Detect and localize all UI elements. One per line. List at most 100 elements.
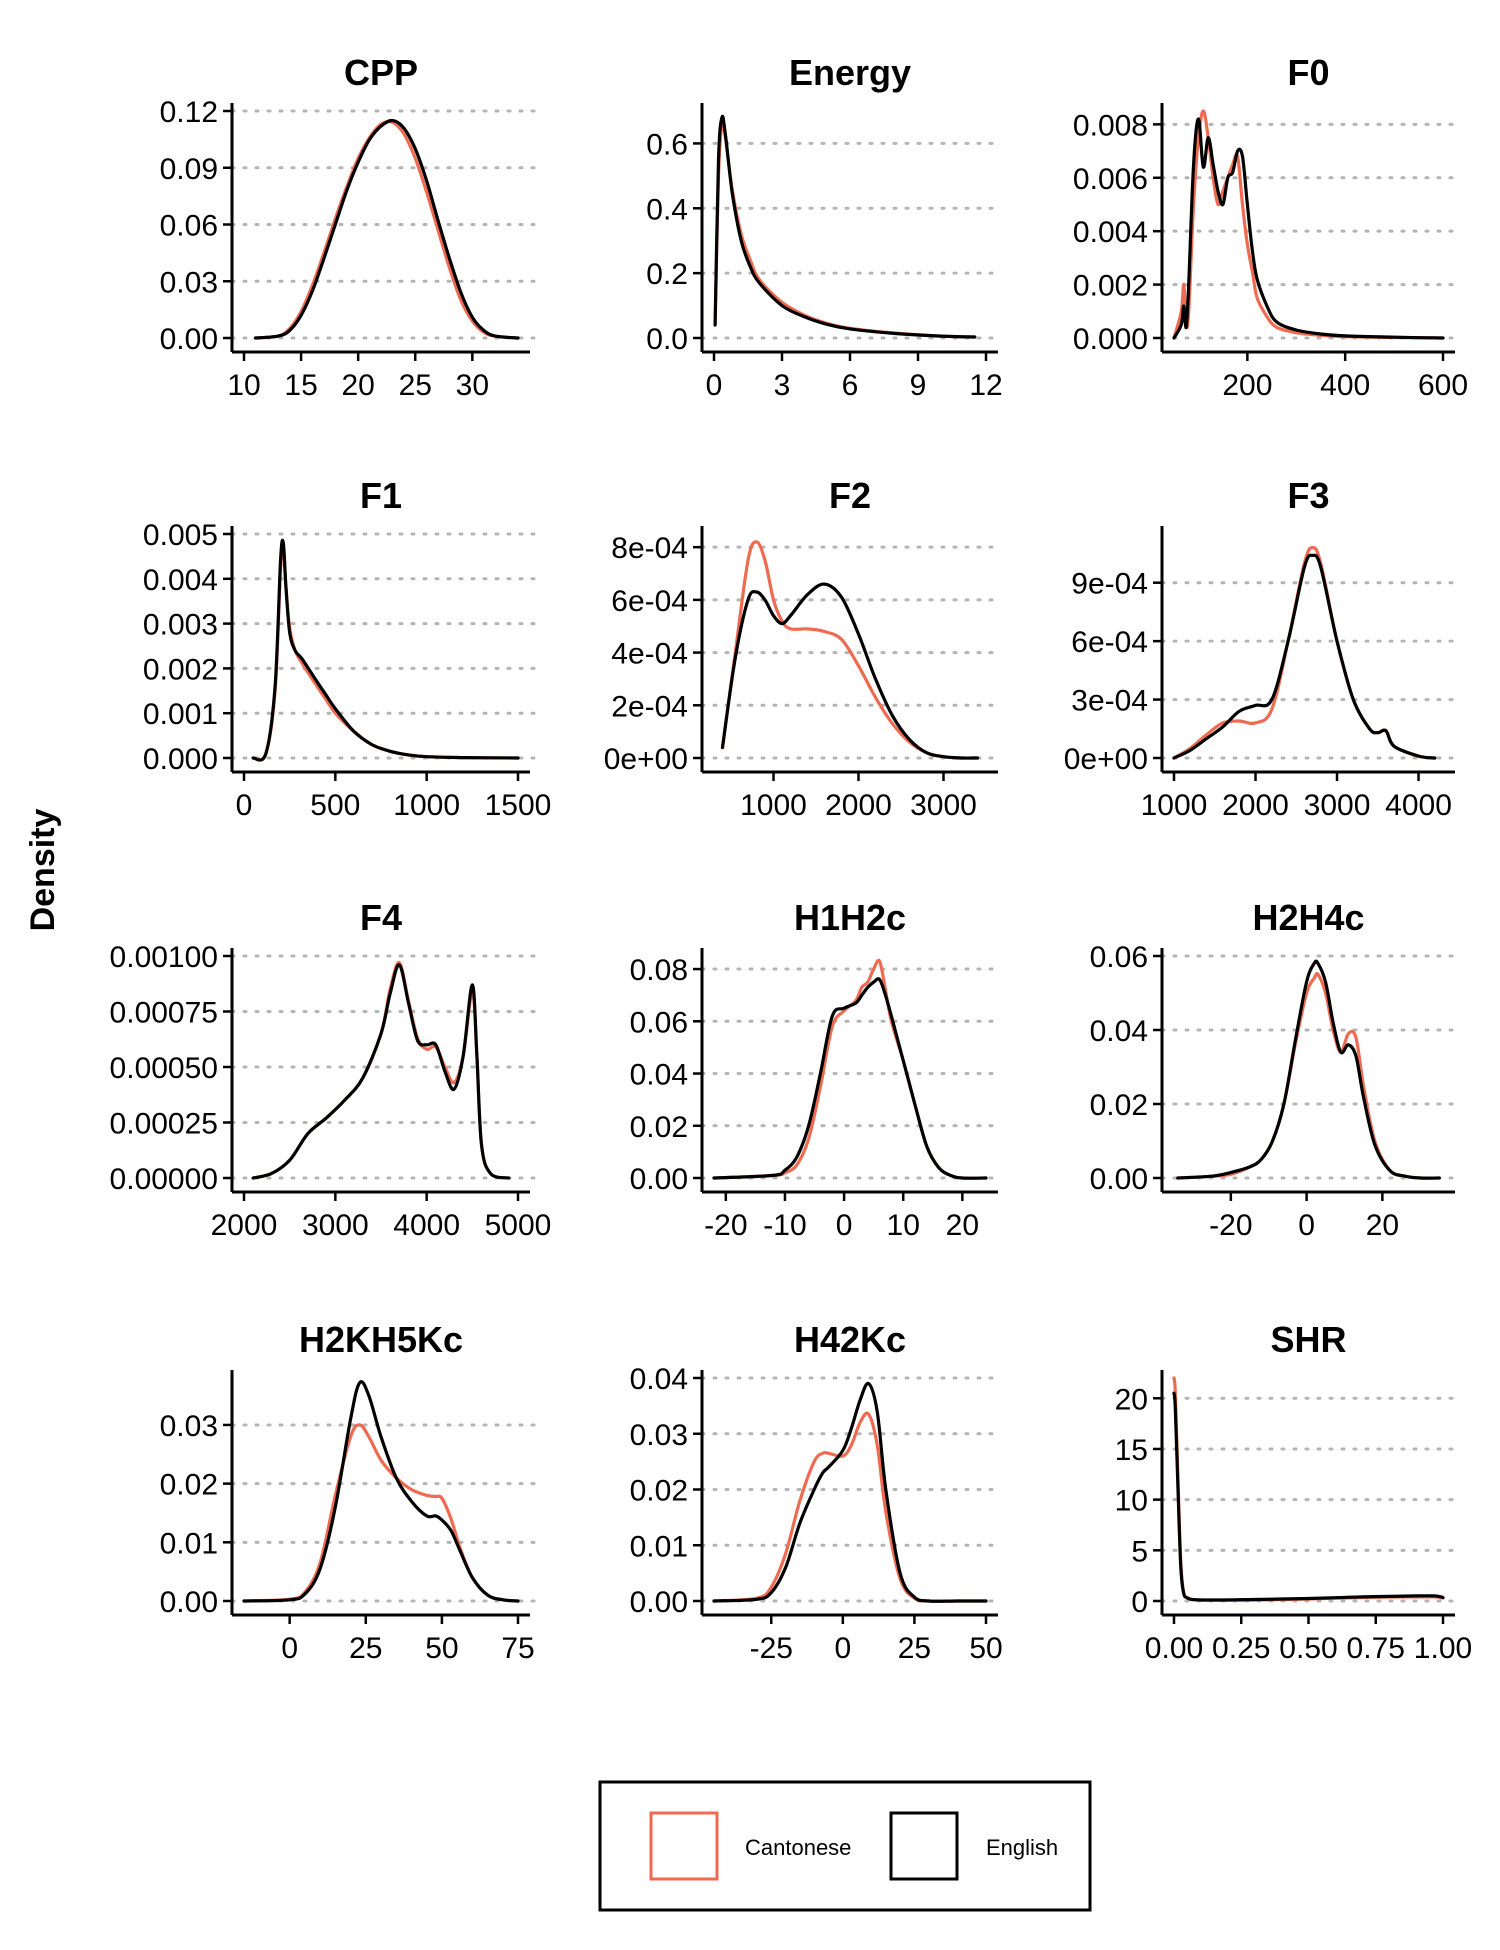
panel-title-cpp: CPP [344, 52, 418, 93]
x-tick-label: 12 [969, 369, 1002, 402]
x-tick-label: 600 [1418, 369, 1468, 402]
y-tick-label: 0.12 [160, 96, 218, 129]
x-tick-label: 10 [887, 1209, 920, 1242]
x-tick-label: 50 [969, 1632, 1002, 1665]
x-tick-label: 1000 [740, 789, 807, 822]
y-tick-label: 6e-04 [1071, 626, 1148, 659]
panel-title-energy: Energy [789, 52, 911, 93]
series-line-cantonese [713, 120, 977, 339]
y-tick-label: 0 [1131, 1586, 1148, 1619]
x-tick-label: 200 [1222, 369, 1272, 402]
y-tick-label: 0.01 [160, 1527, 218, 1560]
y-tick-label: 0.00075 [110, 997, 218, 1030]
y-tick-label: 0.6 [646, 128, 688, 161]
series-line-cantonese [1172, 109, 1445, 340]
x-tick-label: 20 [946, 1209, 979, 1242]
series-line-cantonese [712, 1411, 988, 1603]
y-tick-label: 0.04 [630, 1059, 688, 1092]
y-tick-label: 0.006 [1073, 163, 1148, 196]
x-tick-label: -10 [763, 1209, 806, 1242]
panel-h2h4c: H2H4c 0.00 0.02 0.04 0.06 -20 0 20 [1090, 897, 1461, 1242]
series-line-english [1172, 553, 1437, 760]
y-tick-label: 0.4 [646, 193, 688, 226]
y-tick-label: 0.003 [143, 609, 218, 642]
y-tick-label: 0.00050 [110, 1052, 218, 1085]
series-line-cantonese [1172, 546, 1437, 760]
panel-title-f1: F1 [360, 475, 402, 516]
panel-title-f0: F0 [1287, 52, 1329, 93]
y-tick-label: 0.02 [630, 1111, 688, 1144]
panel-h42kc: H42Kc 0.00 0.01 0.02 0.03 0.04 -25 0 25 50 [630, 1319, 1004, 1665]
x-tick-label: 3000 [302, 1209, 369, 1242]
y-tick-label: 0.0 [646, 323, 688, 356]
panel-h1h2c: H1H2c 0.00 0.02 0.04 0.06 0.08 -20 -10 0 10 20 [630, 897, 1004, 1242]
legend-label-english: English [986, 1835, 1058, 1860]
y-tick-label: 2e-04 [611, 690, 688, 723]
panel-shr: SHR 0 5 10 15 20 0.00 0.25 0.50 0.75 1.00 [1115, 1319, 1473, 1665]
x-tick-label: 4000 [1385, 789, 1452, 822]
panel-f2: F2 0e+00 2e-04 4e-04 6e-04 8e-04 1000 2000 3000 [604, 475, 1004, 822]
series-line-english [242, 1380, 520, 1603]
y-tick-label: 5 [1131, 1535, 1148, 1568]
panel-f0: F0 0.000 0.002 0.004 0.006 0.008 200 400 600 [1073, 52, 1468, 402]
panel-f4: F4 0.00000 0.00025 0.00050 0.00075 0.00100 200… [110, 897, 552, 1242]
y-tick-label: 0.008 [1073, 109, 1148, 142]
x-tick-label: 1000 [393, 789, 460, 822]
y-tick-label: 0.04 [630, 1363, 688, 1396]
panel-title-f4: F4 [360, 897, 402, 938]
x-tick-label: -20 [1209, 1209, 1252, 1242]
x-tick-label: 0 [706, 369, 723, 402]
panel-title-f2: F2 [829, 475, 871, 516]
x-tick-label: 2000 [1222, 789, 1289, 822]
x-tick-label: 5000 [485, 1209, 552, 1242]
y-tick-label: 20 [1115, 1383, 1148, 1416]
y-tick-label: 0.02 [160, 1469, 218, 1502]
series-line-english [253, 118, 520, 340]
y-tick-label: 0.02 [1090, 1089, 1148, 1122]
x-tick-label: 0 [281, 1632, 298, 1665]
x-tick-label: 3000 [1304, 789, 1371, 822]
y-tick-label: 0.00100 [110, 941, 218, 974]
y-tick-label: 0.03 [160, 1410, 218, 1443]
y-tick-label: 0.002 [143, 653, 218, 686]
x-tick-label: 20 [1366, 1209, 1399, 1242]
y-tick-label: 0.005 [143, 519, 218, 552]
x-tick-label: 6 [842, 369, 859, 402]
x-tick-label: 3 [774, 369, 791, 402]
panel-f1: F1 0.000 0.001 0.002 0.003 0.004 0.005 0 500 1000… [143, 475, 551, 822]
y-tick-label: 0.000 [1073, 323, 1148, 356]
x-tick-label: 0 [236, 789, 253, 822]
x-tick-label: -20 [704, 1209, 747, 1242]
y-tick-label: 0.00 [630, 1586, 688, 1619]
y-tick-label: 10 [1115, 1485, 1148, 1518]
panel-title-f3: F3 [1287, 475, 1329, 516]
series-line-english [712, 1381, 988, 1603]
series-line-english [712, 977, 988, 1180]
x-tick-label: 3000 [910, 789, 977, 822]
y-tick-label: 0.06 [630, 1006, 688, 1039]
x-tick-label: 0 [836, 1209, 853, 1242]
y-tick-label: 0.01 [630, 1530, 688, 1563]
series-line-cantonese [720, 540, 980, 760]
x-tick-label: 2000 [211, 1209, 278, 1242]
y-tick-label: 0.09 [160, 153, 218, 186]
x-tick-label: 15 [284, 369, 317, 402]
x-tick-label: 400 [1320, 369, 1370, 402]
y-tick-label: 0.00 [1090, 1163, 1148, 1196]
series-line-english [1176, 959, 1441, 1180]
y-tick-label: 9e-04 [1071, 568, 1148, 601]
y-tick-label: 0.00000 [110, 1163, 218, 1196]
legend-key-english [889, 1811, 959, 1881]
series-line-english [251, 963, 511, 1180]
y-tick-label: 8e-04 [611, 532, 688, 565]
y-tick-label: 0.00 [160, 1586, 218, 1619]
series-line-cantonese [242, 1423, 520, 1603]
x-tick-label: 20 [341, 369, 374, 402]
x-tick-label: 25 [349, 1632, 382, 1665]
series-line-english [1172, 117, 1445, 340]
x-tick-label: 2000 [825, 789, 892, 822]
y-tick-label: 0.004 [1073, 216, 1148, 249]
series-line-cantonese [712, 958, 988, 1180]
series-line-english [720, 582, 980, 760]
